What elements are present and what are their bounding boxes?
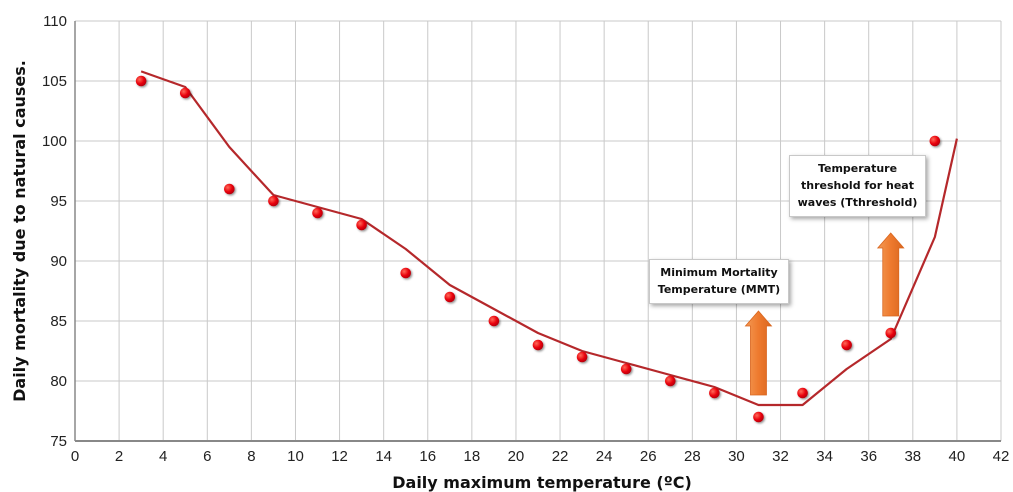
- up-arrow: [744, 310, 773, 396]
- data-point: [488, 315, 500, 327]
- x-tick-label: 14: [375, 448, 392, 465]
- x-tick-label: 24: [596, 448, 613, 465]
- annotation-mmt-line-2: Temperature (MMT): [657, 283, 781, 296]
- x-tick-label: 16: [419, 448, 436, 465]
- x-tick-label: 36: [860, 448, 877, 465]
- x-tick-label: 42: [993, 448, 1010, 465]
- gridlines: [74, 20, 1002, 442]
- y-tick-label: 95: [50, 193, 67, 210]
- fit-line-series: [140, 70, 958, 407]
- y-tick-label: 105: [42, 73, 67, 90]
- y-axis-label: Daily mortality due to natural causes.: [10, 60, 29, 402]
- annotation-mmt: Minimum Mortality Temperature (MMT): [649, 259, 789, 304]
- data-point: [620, 363, 632, 375]
- annotation-threshold: Temperature threshold for heat waves (Tt…: [789, 155, 926, 217]
- x-tick-label: 12: [331, 448, 348, 465]
- data-point: [444, 291, 456, 303]
- x-tick-label: 40: [949, 448, 966, 465]
- x-tick-label: 38: [904, 448, 921, 465]
- data-point: [356, 219, 367, 231]
- x-tick-label: 22: [552, 448, 569, 465]
- y-tick-label: 85: [50, 313, 67, 330]
- x-tick-labels: 0 2 4 6 8 10 12 14 16 18 20 22 24 26 28 30 32 34 36 38 40 42: [71, 448, 1010, 465]
- annotation-mmt-line-1: Minimum Mortality: [660, 266, 778, 279]
- fit-line: [140, 70, 958, 407]
- data-points: [135, 75, 941, 423]
- annotation-threshold-line-2: threshold for heat: [801, 179, 914, 192]
- data-point: [841, 339, 852, 351]
- y-tick-label: 75: [50, 433, 67, 450]
- annotation-threshold-line-3: waves (Tthreshold): [797, 196, 918, 209]
- data-point: [179, 87, 191, 99]
- data-point: [135, 75, 147, 87]
- data-point: [268, 195, 279, 207]
- data-point: [576, 351, 588, 363]
- data-point: [709, 387, 720, 399]
- x-tick-label: 26: [640, 448, 657, 465]
- data-point: [312, 207, 323, 219]
- data-point: [885, 327, 897, 339]
- x-tick-label: 0: [71, 448, 79, 465]
- data-point: [797, 387, 808, 399]
- annotation-arrows: [744, 232, 905, 396]
- data-point: [532, 339, 544, 351]
- data-point: [664, 375, 676, 387]
- x-tick-label: 20: [508, 448, 525, 465]
- x-tick-label: 28: [684, 448, 701, 465]
- data-point: [224, 183, 235, 195]
- y-tick-label: 80: [50, 373, 67, 390]
- y-tick-label: 100: [42, 133, 67, 150]
- annotation-threshold-line-1: Temperature: [817, 162, 898, 175]
- x-tick-label: 34: [816, 448, 833, 465]
- x-tick-label: 8: [247, 448, 255, 465]
- x-tick-label: 32: [772, 448, 789, 465]
- x-tick-label: 4: [159, 448, 167, 465]
- y-tick-labels: 75 80 85 90 95 100 105 110: [42, 13, 67, 450]
- up-arrow: [876, 232, 905, 317]
- x-axis-label: Daily maximum temperature (ºC): [392, 473, 692, 492]
- x-tick-label: 6: [203, 448, 211, 465]
- x-tick-label: 30: [728, 448, 745, 465]
- x-tick-label: 18: [464, 448, 481, 465]
- axes: [74, 21, 1001, 442]
- y-tick-label: 110: [43, 13, 67, 30]
- y-tick-label: 90: [50, 253, 67, 270]
- x-tick-label: 2: [115, 448, 123, 465]
- data-point: [400, 267, 412, 279]
- data-point: [753, 411, 764, 423]
- data-point: [929, 135, 941, 147]
- x-tick-label: 10: [287, 448, 304, 465]
